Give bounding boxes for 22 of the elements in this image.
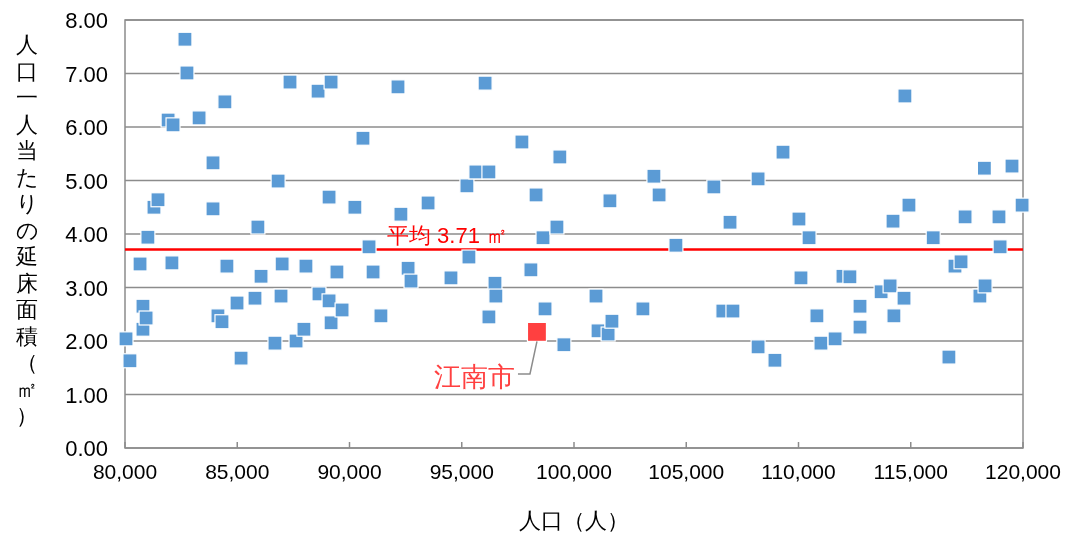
x-tick-label: 95,000 bbox=[429, 460, 494, 483]
y-tick-label: 2.00 bbox=[65, 329, 108, 354]
series-label: 江南市 bbox=[433, 361, 515, 392]
y-tick-label: 1.00 bbox=[65, 382, 108, 408]
x-tick-label: 115,000 bbox=[873, 460, 948, 483]
x-tick-label: 110,000 bbox=[761, 460, 836, 483]
x-tick-label: 100,000 bbox=[536, 460, 612, 483]
y-tick-label: 4.00 bbox=[65, 222, 108, 247]
y-tick-label: 0.00 bbox=[65, 436, 108, 461]
y-tick-label: 3.00 bbox=[65, 275, 108, 301]
ref-line-label: 平均 3.71 ㎡ bbox=[387, 222, 509, 248]
x-tick-label: 85,000 bbox=[205, 460, 270, 483]
y-tick-label: 8.00 bbox=[65, 8, 108, 33]
y-tick-label: 7.00 bbox=[65, 61, 108, 87]
y-tick-label: 6.00 bbox=[65, 115, 108, 140]
x-axis-title: 人口（人） bbox=[519, 508, 629, 533]
x-tick-label: 90,000 bbox=[317, 460, 382, 483]
x-tick-label: 80,000 bbox=[92, 460, 158, 483]
y-tick-label: 5.00 bbox=[65, 168, 108, 194]
text: 人口一人当たりの延床面積（㎡） bbox=[15, 32, 39, 428]
x-tick-label: 105,000 bbox=[648, 460, 725, 483]
x-tick-label: 120,000 bbox=[985, 460, 1061, 483]
